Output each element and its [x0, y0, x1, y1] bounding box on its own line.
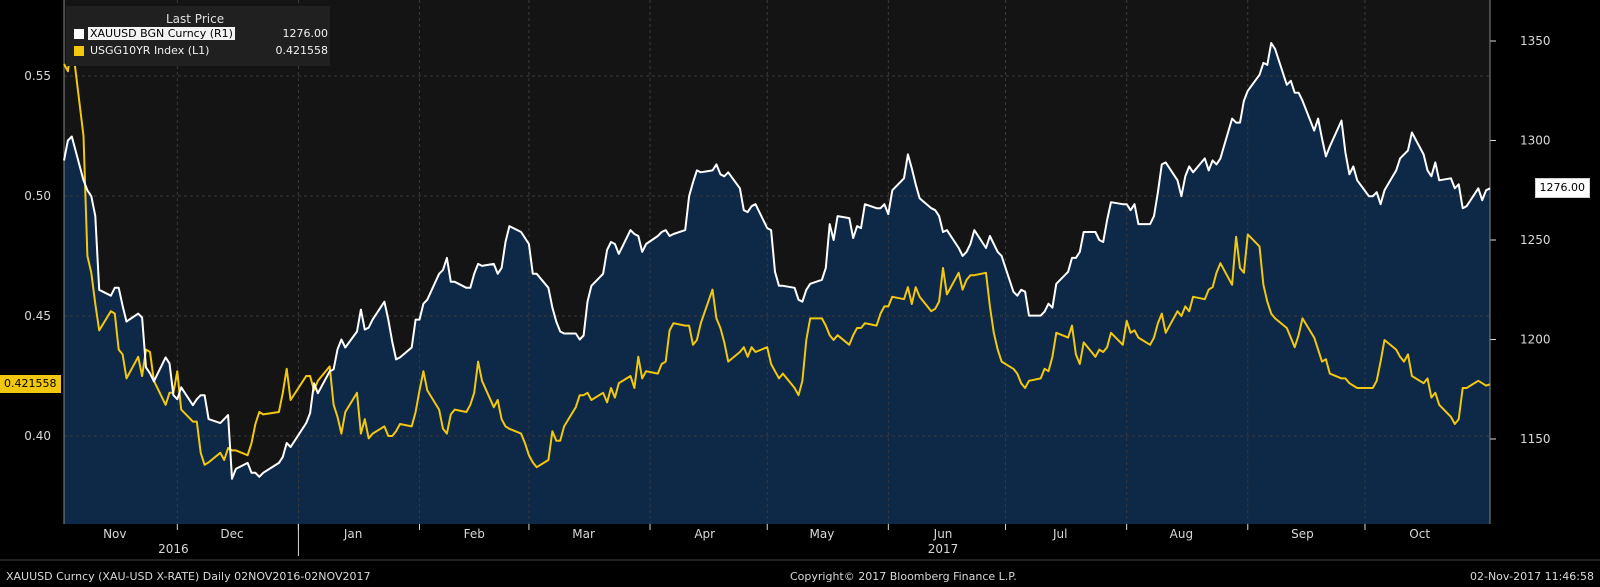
legend-name-yield: USGG10YR Index (L1)	[90, 44, 210, 57]
last-price-tag-yield: 0.421558	[0, 375, 61, 393]
legend-item-yield: USGG10YR Index (L1) 0.421558	[74, 44, 328, 59]
x-tick-label: Jun	[933, 527, 953, 541]
x-tick-label: Aug	[1170, 527, 1193, 541]
x-tick-label: Jan	[343, 527, 363, 541]
legend-value-yield: 0.421558	[275, 44, 329, 57]
legend-name-gold: XAUUSD BGN Curncy (R1)	[88, 27, 235, 40]
x-tick-label: Sep	[1291, 527, 1314, 541]
right-tick-label: 1200	[1520, 333, 1551, 347]
footer-timestamp: 02-Nov-2017 11:46:58	[1469, 570, 1594, 583]
footer-copyright: Copyright© 2017 Bloomberg Finance L.P.	[790, 570, 1017, 583]
last-price-tag-gold: 1276.00	[1534, 178, 1590, 198]
gold-line	[63, 42, 1491, 480]
x-year-label: 2016	[158, 542, 189, 556]
x-tick-label: May	[810, 527, 835, 541]
legend: Last Price XAUUSD BGN Curncy (R1) 1276.0…	[66, 6, 330, 66]
footer-description: XAUUSD Curncy (XAU-USD X-RATE) Daily 02N…	[6, 570, 371, 583]
right-tick-label: 1350	[1520, 34, 1551, 48]
right-tick-label: 1250	[1520, 233, 1551, 247]
left-tick-label: 0.55	[24, 69, 51, 83]
x-tick-label: Feb	[464, 527, 485, 541]
x-tick-label: Nov	[103, 527, 126, 541]
gold-area-fill	[64, 43, 1490, 524]
x-tick-label: Oct	[1409, 527, 1430, 541]
x-tick-label: Mar	[572, 527, 595, 541]
legend-swatch-yield	[74, 46, 84, 56]
right-tick-label: 1150	[1520, 432, 1551, 446]
left-tick-label: 0.50	[24, 189, 51, 203]
x-tick-label: Dec	[220, 527, 243, 541]
right-tick-label: 1300	[1520, 134, 1551, 148]
legend-title: Last Price	[166, 12, 225, 26]
legend-item-gold: XAUUSD BGN Curncy (R1) 1276.00	[74, 27, 328, 42]
x-tick-label: Jul	[1052, 527, 1067, 541]
yield-line	[63, 39, 1491, 469]
legend-swatch-gold	[74, 29, 84, 39]
legend-value-gold: 1276.00	[282, 27, 329, 40]
x-year-label: 2017	[928, 542, 959, 556]
x-tick-label: Apr	[694, 527, 715, 541]
left-tick-label: 0.40	[24, 429, 51, 443]
left-tick-label: 0.45	[24, 309, 51, 323]
